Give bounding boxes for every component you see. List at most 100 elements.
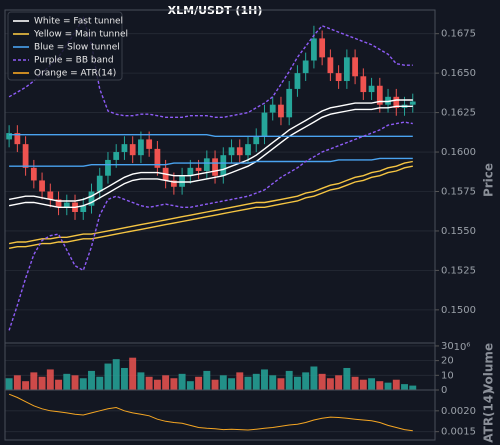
candle-body (105, 159, 111, 176)
candle-body (368, 85, 375, 93)
volume-bar (195, 376, 203, 390)
candle-body (335, 73, 342, 82)
candle-body (195, 167, 202, 171)
volume-bar (137, 372, 145, 390)
volume-bar (112, 359, 120, 390)
volume-panel (5, 345, 435, 390)
candle-body (63, 202, 70, 208)
candle-body (154, 148, 161, 168)
candle-body (146, 139, 153, 149)
volume-bar (162, 375, 170, 390)
candle-body (55, 199, 62, 208)
volume-bar (261, 369, 268, 390)
volume-bar (318, 373, 326, 390)
atr-label: ATR(14) (482, 389, 496, 442)
volume-bar (120, 367, 128, 390)
panel-frame (4, 389, 436, 441)
volume-bar (22, 381, 30, 390)
volume-bar (71, 375, 79, 390)
volume-bar (129, 357, 137, 390)
volume-bar (285, 370, 293, 390)
candle-body (393, 96, 400, 108)
candle-body (286, 88, 293, 118)
volume-bar (79, 378, 87, 390)
volume-bar (63, 373, 71, 390)
y-tick-label: 0.1675 (441, 29, 476, 40)
y-tick-label: 0.1575 (441, 186, 476, 197)
volume-bar (13, 375, 21, 390)
price-panel (5, 16, 435, 331)
volume-bar (351, 376, 359, 390)
atr-panel (5, 393, 435, 433)
candle-body (269, 104, 276, 113)
line (8, 165, 413, 249)
volume-offset: 10⁶ (454, 342, 471, 353)
legend-label: White = Fast tunnel (34, 17, 123, 27)
y-tick-label: 0.1600 (441, 147, 476, 158)
candle-body (327, 57, 334, 74)
legend-label: Blue = Slow tunnel (34, 43, 120, 53)
candle-body (30, 167, 37, 181)
candle-body (294, 73, 301, 89)
volume-bar (409, 385, 417, 390)
candle-body (47, 191, 54, 200)
volume-bar (186, 381, 194, 390)
candle-body (319, 38, 326, 58)
volume-bar (46, 369, 54, 390)
price-label: Price (482, 163, 496, 197)
volume-bar (228, 378, 235, 390)
y-tick-label: 0.1550 (441, 226, 476, 237)
y-tick-label: 0.1650 (441, 68, 476, 79)
volume-bar (211, 379, 219, 390)
candle-body (385, 96, 391, 105)
volume-bar (302, 372, 310, 390)
candle-body (80, 205, 87, 213)
volume-bar (244, 376, 252, 390)
candle-body (14, 133, 21, 145)
candle-body (360, 76, 367, 93)
line (8, 160, 413, 245)
candle-body (245, 144, 251, 156)
volume-bar (178, 373, 186, 390)
candle-body (113, 152, 120, 160)
y-tick-label: 30 (441, 341, 454, 352)
legend: White = Fast tunnel Yellow = Main tunnel B… (7, 11, 128, 81)
candle-body (88, 191, 95, 206)
volume-bar (401, 384, 408, 390)
candle-body (376, 85, 383, 105)
volume-bar (170, 378, 178, 390)
y-tick-label: 10 (441, 370, 454, 381)
candle-body (203, 158, 210, 171)
candle-body (170, 180, 177, 187)
volume-bar (359, 379, 367, 390)
candle-body (6, 133, 13, 140)
candle-body (96, 175, 103, 192)
candle-body (179, 175, 185, 187)
volume-bar (153, 379, 161, 390)
volume-bar (38, 376, 46, 390)
line (9, 134, 413, 137)
y-tick-label: 0 (441, 385, 447, 396)
y-tick-label: 0.1500 (441, 305, 476, 316)
candle-body (212, 158, 218, 176)
legend-label: Yellow = Main tunnel (33, 30, 128, 40)
y-tick-label: 0.1625 (441, 108, 476, 119)
volume-bar (376, 381, 384, 390)
candle-body (220, 155, 227, 176)
y-tick-label: 20 (441, 356, 454, 367)
line (8, 121, 413, 331)
candle-body (278, 104, 284, 118)
candle-body (187, 167, 194, 176)
volume-bar (88, 370, 95, 390)
volume-bar (384, 382, 392, 390)
legend-box (7, 11, 123, 81)
legend-label: Orange = ATR(14) (34, 69, 116, 79)
candle-body (228, 147, 235, 156)
candle-body (138, 139, 144, 156)
y-tick-label: 0.0020 (441, 406, 476, 417)
candle-body (121, 144, 128, 153)
candle-body (39, 180, 45, 192)
volume-bar (252, 373, 260, 390)
candle-body (409, 101, 416, 105)
